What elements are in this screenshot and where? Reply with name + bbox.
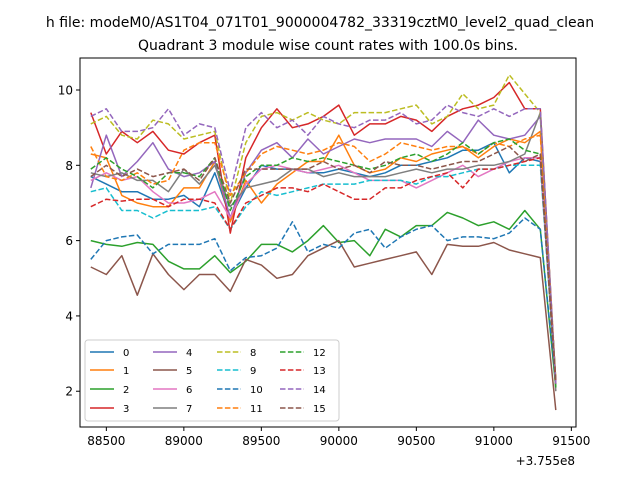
x-tick-label: 88500 <box>87 434 125 448</box>
legend-entry-8: 8 <box>217 348 256 359</box>
legend-label: 10 <box>250 385 263 396</box>
y-tick-label: 6 <box>65 234 73 248</box>
legend-label: 6 <box>186 385 192 396</box>
legend-label: 2 <box>123 385 129 396</box>
legend-entry-3: 3 <box>90 404 129 415</box>
x-tick-label: 91500 <box>552 434 590 448</box>
legend-label: 12 <box>313 348 326 359</box>
y-axis: 2 4 6 8 10 <box>58 84 80 399</box>
legend-entry-14: 14 <box>280 385 326 396</box>
y-tick-label: 4 <box>65 309 73 323</box>
legend-entry-5: 5 <box>153 366 192 377</box>
legend-label: 15 <box>313 404 326 415</box>
legend-label: 8 <box>250 348 256 359</box>
x-tick-label: 89000 <box>165 434 203 448</box>
legend-box <box>84 339 340 422</box>
legend-label: 11 <box>250 404 263 415</box>
legend-label: 9 <box>250 366 256 377</box>
legend-entry-10: 10 <box>217 385 263 396</box>
legend-label: 7 <box>186 404 192 415</box>
legend-label: 3 <box>123 404 129 415</box>
x-tick-label: 91000 <box>475 434 513 448</box>
series-line-0 <box>90 141 557 384</box>
y-tick-label: 2 <box>65 385 73 399</box>
legend-entry-15: 15 <box>280 404 326 415</box>
legend-entry-12: 12 <box>280 348 326 359</box>
x-axis-offset-label: +3.755e8 <box>516 454 575 468</box>
y-tick-label: 8 <box>65 159 73 173</box>
legend-entry-11: 11 <box>217 404 263 415</box>
legend-entry-4: 4 <box>153 348 192 359</box>
legend-label: 0 <box>123 348 129 359</box>
series-layer <box>90 74 557 411</box>
series-line-14 <box>90 104 557 384</box>
legend-label: 13 <box>313 366 326 377</box>
figure-suptitle: h file: modeM0/AS1T04_071T01_9000004782_… <box>46 15 594 31</box>
series-line-15 <box>90 145 557 380</box>
x-axis: 88500 89000 89500 90000 90500 91000 91500 <box>87 427 590 448</box>
series-line-4 <box>90 115 557 384</box>
series-line-6 <box>90 157 557 380</box>
legend-entry-9: 9 <box>217 366 256 377</box>
legend-label: 4 <box>186 348 192 359</box>
legend-label: 1 <box>123 366 129 377</box>
series-line-8 <box>90 74 557 380</box>
x-tick-label: 90000 <box>320 434 358 448</box>
legend-entry-13: 13 <box>280 366 326 377</box>
chart-title: Quadrant 3 module wise count rates with … <box>138 38 518 54</box>
x-tick-label: 90500 <box>397 434 435 448</box>
legend-entry-7: 7 <box>153 404 192 415</box>
legend-entry-2: 2 <box>90 385 129 396</box>
legend-label: 14 <box>313 385 326 396</box>
legend-label: 5 <box>186 366 192 377</box>
y-tick-label: 10 <box>58 84 73 98</box>
plot-area <box>79 57 577 428</box>
legend-entry-0: 0 <box>90 348 129 359</box>
plot-frame <box>79 57 577 428</box>
series-line-2 <box>90 209 557 388</box>
legend-entry-6: 6 <box>153 385 192 396</box>
x-tick-label: 89500 <box>242 434 280 448</box>
series-line-10 <box>90 217 557 384</box>
series-line-5 <box>90 239 557 411</box>
series-line-11 <box>90 134 557 384</box>
legend-entry-1: 1 <box>90 366 129 377</box>
series-line-13 <box>90 157 557 384</box>
series-line-7 <box>90 111 557 392</box>
